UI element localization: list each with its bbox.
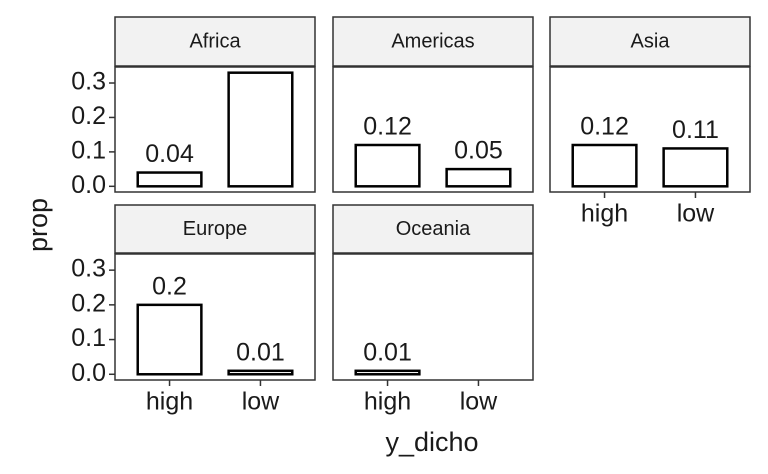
strip-label: Asia [631, 30, 671, 52]
bar [136, 303, 203, 376]
strip-label: Europe [183, 218, 248, 240]
strip-label: Americas [391, 30, 474, 52]
value-label: 0.05 [454, 137, 503, 165]
x-tick-label: high [364, 388, 411, 416]
value-label: 0.12 [363, 113, 412, 141]
value-label: 0.01 [236, 338, 285, 366]
value-label: 0.01 [363, 338, 412, 366]
y-tick-label: 0.1 [71, 136, 106, 164]
y-tick-label: 0.0 [71, 359, 106, 387]
y-tick-label: 0.3 [71, 255, 106, 283]
bar [136, 171, 203, 188]
panel [332, 66, 534, 193]
panel [332, 253, 534, 381]
x-tick-label: low [242, 388, 280, 416]
value-label: 0.04 [145, 140, 194, 168]
y-tick-label: 0.2 [71, 289, 106, 317]
x-tick-label: high [146, 388, 193, 416]
bar [354, 369, 421, 376]
value-label: 0.2 [152, 272, 187, 300]
strip [549, 16, 751, 67]
panel [549, 66, 751, 193]
value-label: 0.12 [580, 113, 629, 141]
y-tick-label: 0.2 [71, 102, 106, 130]
strip [114, 204, 316, 254]
y-axis-title: prop [23, 198, 53, 252]
y-tick-label: 0.3 [71, 68, 106, 96]
y-tick-label: 0.1 [71, 324, 106, 352]
x-tick-label: low [677, 200, 715, 228]
strip [332, 204, 534, 254]
bar [227, 71, 294, 188]
strip [332, 16, 534, 67]
panel [114, 253, 316, 381]
strip [114, 16, 316, 67]
value-label: 0.11 [672, 116, 719, 144]
panel [114, 66, 316, 193]
bar [445, 167, 512, 188]
strip-label: Africa [189, 30, 241, 52]
x-tick-label: high [581, 200, 628, 228]
y-tick-label: 0.0 [71, 171, 106, 199]
bar [354, 143, 421, 188]
x-tick-label: low [460, 388, 498, 416]
bar [227, 369, 294, 376]
x-axis-title: y_dicho [385, 427, 478, 457]
bar [571, 143, 638, 188]
bar [662, 147, 729, 188]
strip-label: Oceania [396, 218, 471, 240]
